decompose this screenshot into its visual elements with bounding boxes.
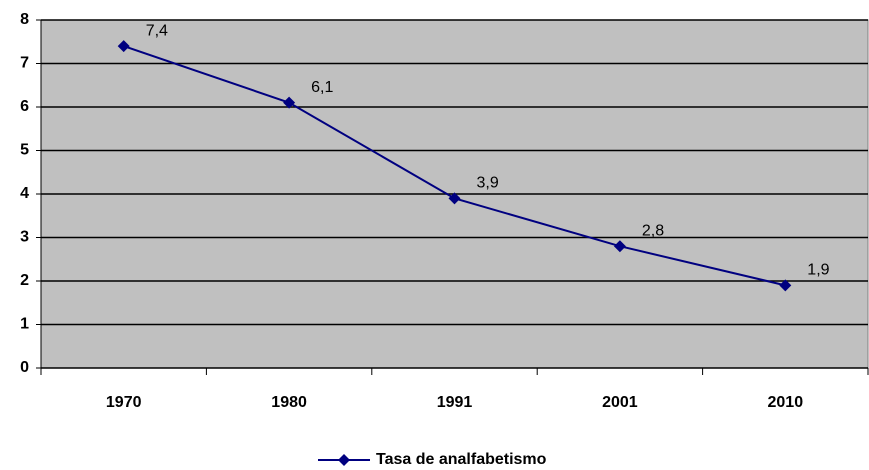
marker	[613, 240, 626, 253]
y-tick-label: 7	[20, 55, 29, 72]
y-tick-label: 0	[20, 359, 29, 376]
x-tick-label: 1970	[106, 394, 142, 411]
y-tick-label: 6	[20, 98, 29, 115]
y-tick-label: 1	[20, 316, 29, 333]
y-tick-label: 4	[20, 185, 29, 202]
y-tick-label: 3	[20, 229, 29, 246]
marker	[283, 96, 296, 109]
legend-label: Tasa de analfabetismo	[376, 451, 547, 468]
marker	[779, 279, 792, 292]
x-tick-label: 1991	[437, 394, 473, 411]
value-label: 3,9	[477, 175, 499, 192]
x-tick-label: 2010	[768, 394, 804, 411]
y-tick-label: 8	[20, 11, 29, 28]
value-label: 1,9	[807, 262, 829, 279]
value-label: 2,8	[642, 222, 664, 239]
value-label: 7,4	[146, 22, 168, 39]
legend-marker	[338, 454, 350, 466]
marker	[117, 40, 130, 53]
value-label: 6,1	[311, 79, 333, 96]
y-tick-label: 5	[20, 142, 29, 159]
x-tick-label: 1980	[271, 394, 307, 411]
marker	[448, 192, 461, 205]
y-tick-label: 2	[20, 272, 29, 289]
x-tick-label: 2001	[602, 394, 638, 411]
